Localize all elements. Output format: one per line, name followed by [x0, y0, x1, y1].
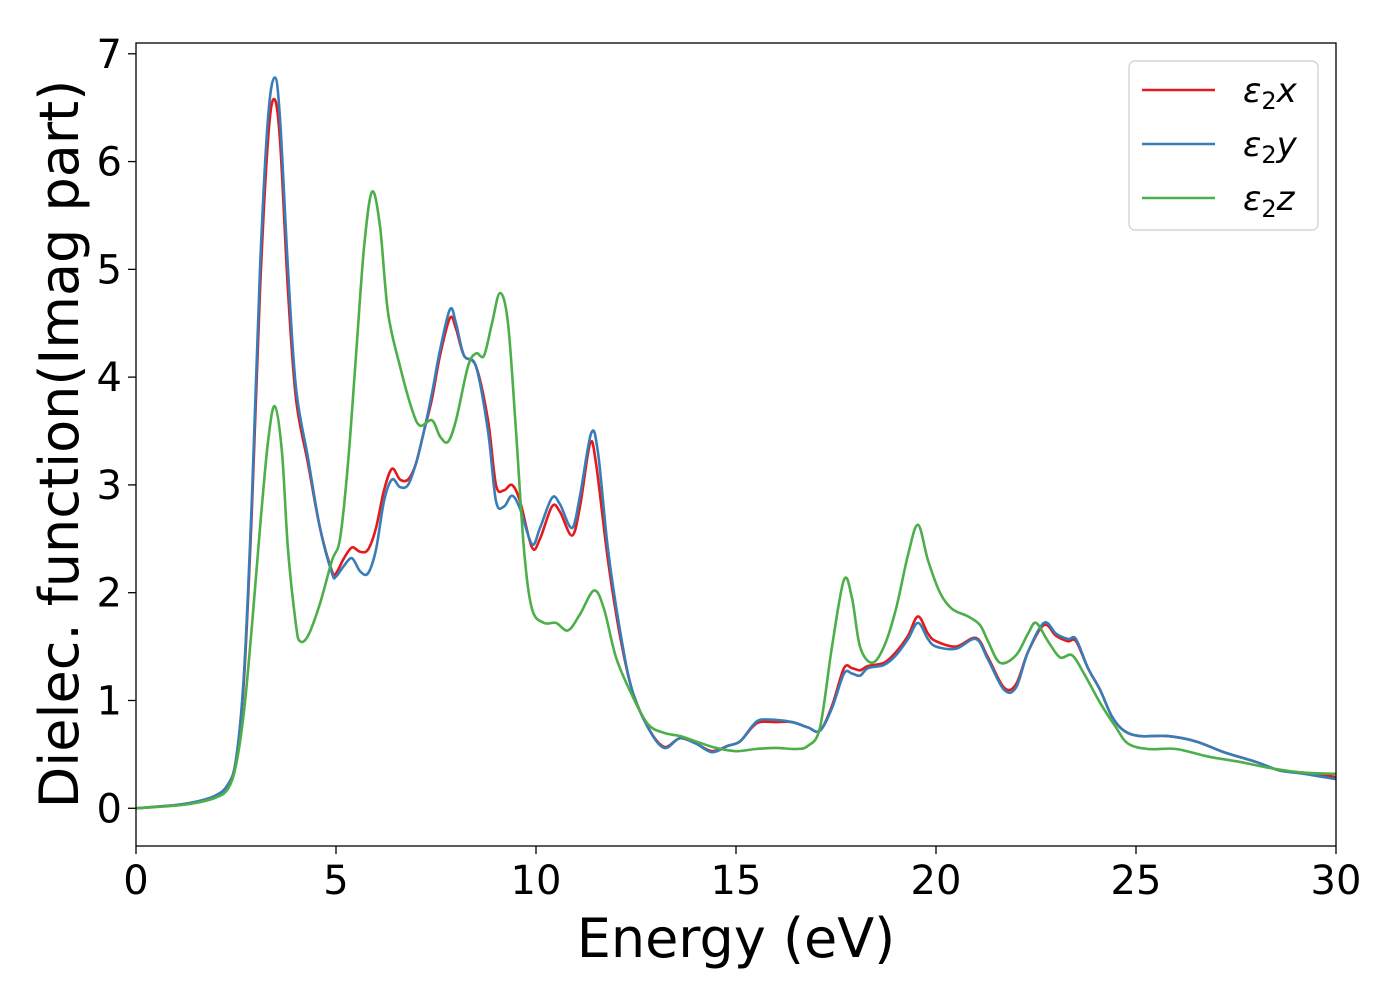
y-tick-label: 5 — [97, 247, 122, 293]
legend-box — [1128, 60, 1319, 231]
y-tick-label: 0 — [97, 786, 122, 832]
legend-label-y: ε2y — [1243, 125, 1298, 169]
series-line-y — [135, 76, 1337, 810]
legend-label-x: ε2x — [1243, 71, 1298, 115]
legend-label-z: ε2z — [1243, 179, 1296, 223]
y-axis-title: Dielec. function(Imag part) — [28, 80, 91, 809]
series-lines — [135, 76, 1337, 810]
x-tick-label: 25 — [1111, 858, 1162, 904]
series-line-z — [135, 190, 1337, 810]
y-tick-label: 1 — [97, 678, 122, 724]
x-axis-ticks: 0 5 10 15 20 25 30 — [123, 846, 1361, 904]
y-tick-label: 6 — [97, 140, 122, 186]
x-tick-label: 30 — [1311, 858, 1362, 904]
y-tick-label: 2 — [97, 571, 122, 617]
y-tick-label: 7 — [97, 32, 122, 78]
y-tick-label: 3 — [97, 463, 122, 509]
x-tick-label: 20 — [911, 858, 962, 904]
x-tick-label: 15 — [711, 858, 762, 904]
y-axis-ticks: 0 1 2 3 4 5 6 7 — [97, 32, 136, 832]
x-axis-title: Energy (eV) — [577, 907, 896, 970]
y-tick-label: 4 — [97, 355, 122, 401]
x-tick-label: 10 — [511, 858, 562, 904]
x-tick-label: 5 — [323, 858, 348, 904]
legend: ε2x ε2y ε2z — [1128, 60, 1319, 231]
x-tick-label: 0 — [123, 858, 148, 904]
